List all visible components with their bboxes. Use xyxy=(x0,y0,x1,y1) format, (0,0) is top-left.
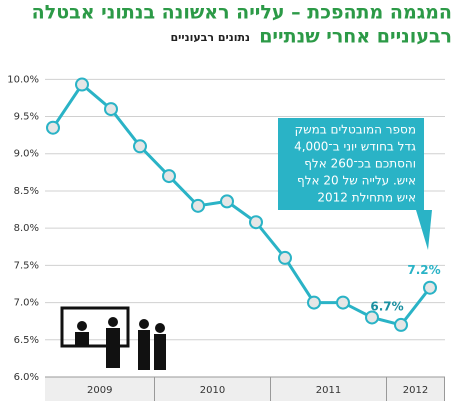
y-tick-label: 10.0% xyxy=(7,74,39,85)
y-tick-label: 6.0% xyxy=(14,372,39,383)
annotation-text: גדל בחודש יוני ב־4,000 xyxy=(294,140,416,154)
chart-subtitle: נתונים רבעוניים xyxy=(170,31,250,44)
marker xyxy=(365,310,379,325)
marker xyxy=(336,295,350,310)
chart-title: המגמה מתהפכת – עלייה ראשונה בנתוני אבטלה xyxy=(32,2,452,24)
x-group-label: 2009 xyxy=(87,385,112,396)
value-label: 6.7% xyxy=(370,299,403,313)
marker xyxy=(104,102,118,117)
y-tick-label: 8.0% xyxy=(14,223,39,234)
y-tick-label: 7.0% xyxy=(14,298,39,309)
marker xyxy=(249,215,263,230)
x-group-label: 2010 xyxy=(200,385,225,396)
y-tick-label: 9.5% xyxy=(14,112,39,123)
marker xyxy=(278,250,292,265)
value-label: 7.2% xyxy=(407,263,440,277)
annotation-text: איש. עלייה של 20 אלף xyxy=(297,174,416,188)
marker xyxy=(191,198,205,213)
marker xyxy=(46,120,60,135)
x-group-label: 2012 xyxy=(403,385,428,396)
y-tick-label: 7.5% xyxy=(14,260,39,271)
marker xyxy=(423,280,437,295)
annotation-text: והסתכם בכ־260 אלף xyxy=(304,157,416,171)
y-tick-label: 6.5% xyxy=(14,335,39,346)
x-axis-band xyxy=(45,377,445,401)
x-group-label: 2011 xyxy=(316,385,341,396)
annotation-text: מספר המובטלים במשק xyxy=(295,123,416,137)
y-tick-label: 8.5% xyxy=(14,186,39,197)
chart-title: רבעוניים אחרי שנתיים xyxy=(259,26,452,48)
marker xyxy=(75,77,89,92)
marker xyxy=(162,169,176,184)
marker xyxy=(133,139,147,154)
marker xyxy=(307,295,321,310)
y-tick-label: 9.0% xyxy=(14,149,39,160)
people-icon xyxy=(60,306,166,370)
annotation-text: איש מתחילת 2012 xyxy=(317,191,416,205)
annotation-box xyxy=(278,118,432,250)
marker xyxy=(394,317,408,332)
marker xyxy=(220,194,234,209)
